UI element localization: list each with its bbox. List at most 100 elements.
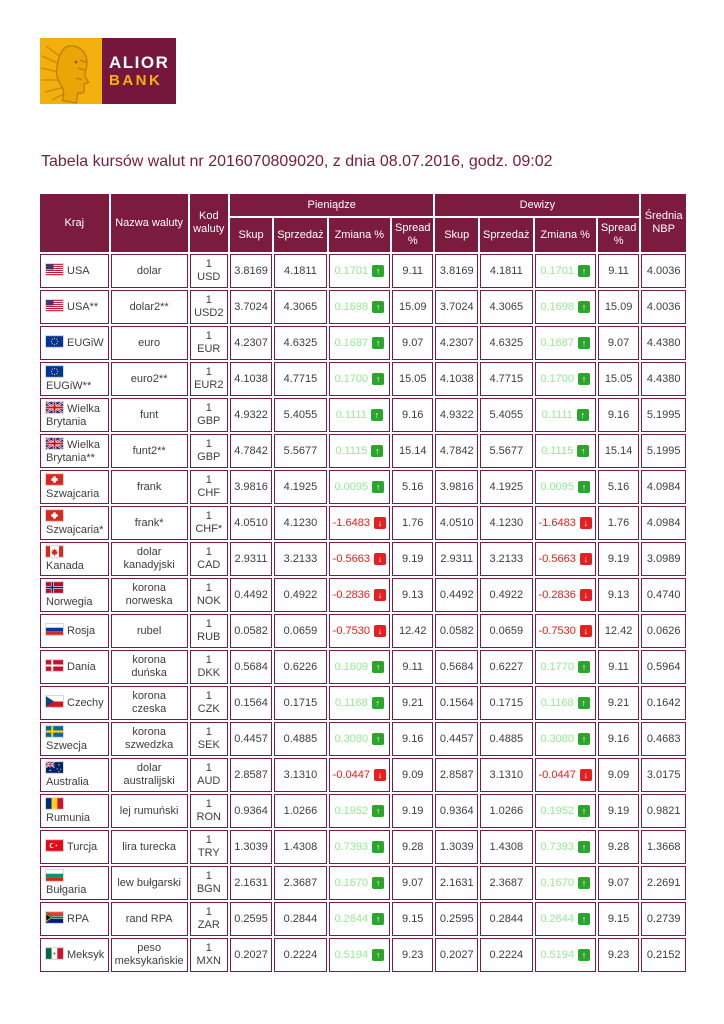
change-value: -0.0447	[332, 768, 370, 781]
down-arrow-icon: ↓	[373, 769, 386, 781]
table-body: USA dolar 1 USD 3.8169 4.1811 0.1701 ↑ 9.11 3.81…	[40, 254, 686, 972]
currency-name-cell: dolar2**	[110, 290, 188, 324]
currency-name-cell: lew bułgarski	[110, 866, 188, 900]
country-name: USA	[67, 265, 90, 277]
cash-sell-cell: 4.1811	[274, 254, 327, 288]
fx-sell-cell: 4.6325	[480, 326, 533, 360]
cash-buy-cell: 0.5684	[229, 650, 273, 684]
header-zmiana-pieniadze: Zmiana %	[328, 218, 390, 252]
nbp-average-cell: 4.0036	[641, 290, 686, 324]
change-value: -1.6483	[332, 516, 370, 529]
cash-change-cell: -0.2836 ↓	[328, 578, 390, 612]
fx-buy-cell: 4.2307	[435, 326, 479, 360]
down-arrow-icon: ↓	[373, 517, 386, 529]
cash-change-cell: -0.5663 ↓	[328, 542, 390, 576]
currency-code-cell: 1 GBP	[189, 434, 228, 468]
table-row: Szwajcaria* frank* 1 CHF* 4.0510 4.1230 -1.64…	[40, 506, 686, 540]
cash-sell-cell: 5.4055	[274, 398, 327, 432]
up-arrow-icon: ↑	[578, 733, 591, 745]
cash-change-cell: 0.1111 ↑	[328, 398, 390, 432]
country-cell: EUGiW**	[40, 362, 109, 396]
cash-change-cell: 0.1115 ↑	[328, 434, 390, 468]
change-value: 0.1698	[334, 300, 369, 313]
cash-spread-cell: 9.13	[391, 578, 434, 612]
fx-spread-cell: 9.11	[597, 650, 640, 684]
nbp-average-cell: 2.2691	[641, 866, 686, 900]
table-row: Rumunia lej rumuński 1 RON 0.9364 1.0266 0.19…	[40, 794, 686, 828]
cash-buy-cell: 0.0582	[229, 614, 273, 648]
currency-name-cell: dolar	[110, 254, 188, 288]
country-name: USA**	[67, 301, 99, 313]
flag-mx-icon	[45, 947, 64, 960]
header-skup-pieniadze: Skup	[229, 218, 273, 252]
flag-ro-icon	[45, 796, 64, 810]
page-title: Tabela kursów walut nr 2016070809020, z …	[41, 153, 553, 170]
change-value: 0.1111	[541, 408, 573, 421]
flag-eu-icon	[45, 364, 64, 378]
cash-sell-cell: 0.4885	[274, 722, 327, 756]
fx-buy-cell: 3.8169	[435, 254, 479, 288]
currency-code-cell: 1 USD2	[189, 290, 228, 324]
cash-spread-cell: 12.42	[391, 614, 434, 648]
country-name: Turcja	[67, 841, 98, 853]
flag-gb-icon	[45, 400, 64, 414]
cash-buy-cell: 3.9816	[229, 470, 273, 504]
change-value: 0.3080	[334, 732, 369, 745]
cash-sell-cell: 1.0266	[274, 794, 327, 828]
fx-sell-cell: 0.2224	[480, 938, 533, 972]
fx-buy-cell: 0.1564	[435, 686, 479, 720]
country-cell: Wielka Brytania**	[40, 434, 109, 468]
change-value: 0.1701	[334, 264, 369, 277]
fx-sell-cell: 2.3687	[480, 866, 533, 900]
table-row: Czechy korona czeska 1 CZK 0.1564 0.1715 0.11…	[40, 686, 686, 720]
cash-buy-cell: 3.7024	[229, 290, 273, 324]
fx-sell-cell: 1.0266	[480, 794, 533, 828]
nbp-average-cell: 0.2152	[641, 938, 686, 972]
change-value: 0.1701	[540, 264, 575, 277]
fx-spread-cell: 9.16	[597, 398, 640, 432]
table-row: Szwecja korona szwedzka 1 SEK 0.4457 0.4885 0…	[40, 722, 686, 756]
currency-name-cell: lej rumuński	[110, 794, 188, 828]
nbp-average-cell: 3.0989	[641, 542, 686, 576]
country-name: EUGiW	[67, 337, 104, 349]
nbp-average-cell: 3.0175	[641, 758, 686, 792]
change-value: 0.1115	[335, 444, 368, 457]
cash-sell-cell: 0.2844	[274, 902, 327, 936]
country-cell: Dania	[40, 650, 109, 684]
cash-change-cell: 0.2644 ↑	[328, 902, 390, 936]
fx-change-cell: 0.1701 ↑	[534, 254, 596, 288]
cash-buy-cell: 0.1564	[229, 686, 273, 720]
cash-buy-cell: 1.3039	[229, 830, 273, 864]
country-name: Dania	[67, 661, 96, 673]
cash-sell-cell: 0.1715	[274, 686, 327, 720]
down-arrow-icon: ↓	[373, 553, 386, 565]
fx-change-cell: 0.1698 ↑	[534, 290, 596, 324]
flag-cz-icon	[45, 695, 64, 708]
change-value: 0.7393	[334, 840, 369, 853]
header-kod-waluty: Kod waluty	[189, 194, 228, 252]
fx-buy-cell: 4.7842	[435, 434, 479, 468]
table-row: Bułgaria lew bułgarski 1 BGN 2.1631 2.3687 0.…	[40, 866, 686, 900]
fx-sell-cell: 0.1715	[480, 686, 533, 720]
fx-spread-cell: 9.09	[597, 758, 640, 792]
up-arrow-icon: ↑	[578, 661, 591, 673]
currency-code-cell: 1 CHF*	[189, 506, 228, 540]
country-name: Szwajcaria	[46, 487, 100, 500]
change-value: 0.3080	[540, 732, 575, 745]
up-arrow-icon: ↑	[372, 913, 385, 925]
change-value: 0.1700	[334, 372, 369, 385]
fx-sell-cell: 5.5677	[480, 434, 533, 468]
cash-spread-cell: 15.09	[391, 290, 434, 324]
country-cell: Bułgaria	[40, 866, 109, 900]
country-name: Wielka Brytania	[46, 402, 101, 428]
fx-spread-cell: 12.42	[597, 614, 640, 648]
currency-code-cell: 1 TRY	[189, 830, 228, 864]
table-row: EUGiW euro 1 EUR 4.2307 4.6325 0.1687 ↑ 9.07 4.2…	[40, 326, 686, 360]
fx-change-cell: 0.1770 ↑	[534, 650, 596, 684]
fx-buy-cell: 0.2595	[435, 902, 479, 936]
cash-spread-cell: 9.07	[391, 866, 434, 900]
flag-dk-icon	[45, 659, 64, 672]
cash-change-cell: 0.1609 ↑	[328, 650, 390, 684]
fx-spread-cell: 15.14	[597, 434, 640, 468]
cash-change-cell: 0.0095 ↑	[328, 470, 390, 504]
